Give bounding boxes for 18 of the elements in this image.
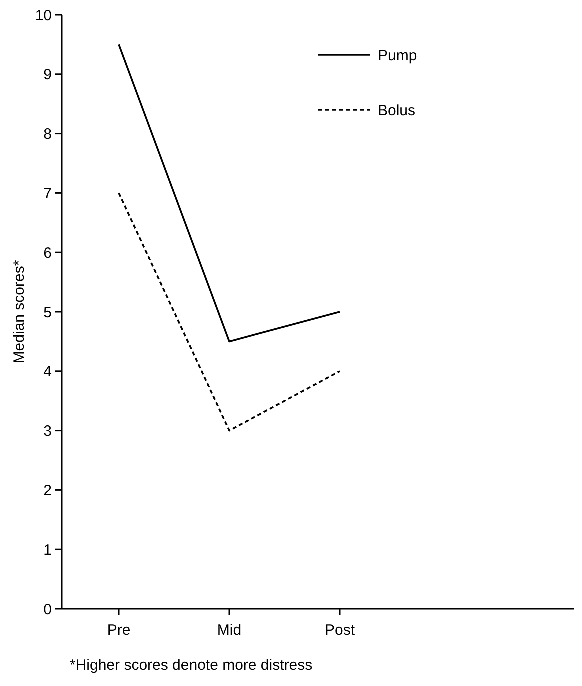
y-tick-label: 9 — [44, 66, 52, 84]
y-tick-label: 2 — [44, 482, 52, 500]
legend-label: Bolus — [378, 102, 416, 120]
y-tick-label: 6 — [44, 244, 52, 262]
y-tick-label: 10 — [35, 7, 52, 24]
y-tick-label: 3 — [44, 423, 52, 440]
y-tick-label: 7 — [44, 185, 52, 202]
y-tick-label: 1 — [44, 542, 52, 559]
x-tick-label: Pre — [107, 622, 131, 639]
y-tick-label: 4 — [44, 364, 52, 381]
y-tick-label: 0 — [44, 601, 52, 618]
y-tick-label: 8 — [44, 126, 52, 144]
x-tick-label: Post — [324, 622, 356, 639]
y-axis-title: Median scores* — [11, 260, 28, 364]
text: *Higher scores denote more distress — [70, 657, 313, 674]
y-tick-label: 5 — [44, 304, 52, 322]
x-tick-label: Mid — [217, 622, 242, 639]
legend-label: Pump — [378, 47, 418, 64]
